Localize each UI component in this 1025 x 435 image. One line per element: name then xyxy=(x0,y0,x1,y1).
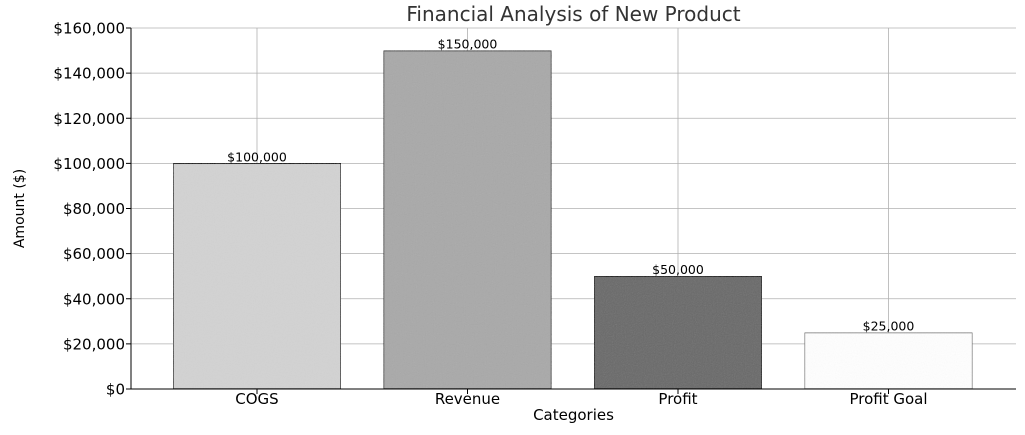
y-tick-label: $100,000 xyxy=(53,155,125,173)
labels: $0 $20,000 $40,000 $60,000 $80,000 $100,000 $1… xyxy=(53,20,927,409)
data-label: $25,000 xyxy=(863,319,915,334)
y-tick-label: $40,000 xyxy=(63,290,125,308)
bar-revenue xyxy=(382,49,553,390)
bar-profit-goal xyxy=(803,331,974,390)
y-tick-label: $140,000 xyxy=(53,65,125,83)
bars xyxy=(172,49,974,390)
x-tick-label: COGS xyxy=(235,390,278,408)
y-tick-label: $20,000 xyxy=(63,335,125,353)
y-tick-label: $60,000 xyxy=(63,245,125,263)
axes xyxy=(126,27,1016,394)
bar-profit xyxy=(593,275,763,390)
y-tick-label: $80,000 xyxy=(63,200,125,218)
bar-cogs xyxy=(172,162,342,390)
y-tick-label: $0 xyxy=(106,381,125,399)
x-tick-label: Profit Goal xyxy=(849,390,927,408)
y-tick-label: $120,000 xyxy=(53,110,125,128)
x-tick-label: Profit xyxy=(658,390,697,408)
y-tick-label: $160,000 xyxy=(53,20,125,38)
chart-title: Financial Analysis of New Product xyxy=(406,2,740,26)
y-axis-label: Amount ($) xyxy=(12,169,28,248)
x-tick-label: Revenue xyxy=(435,390,500,408)
x-axis-label: Categories xyxy=(533,406,614,424)
data-label: $100,000 xyxy=(227,149,287,164)
data-label: $150,000 xyxy=(438,37,498,52)
data-label: $50,000 xyxy=(652,262,704,277)
